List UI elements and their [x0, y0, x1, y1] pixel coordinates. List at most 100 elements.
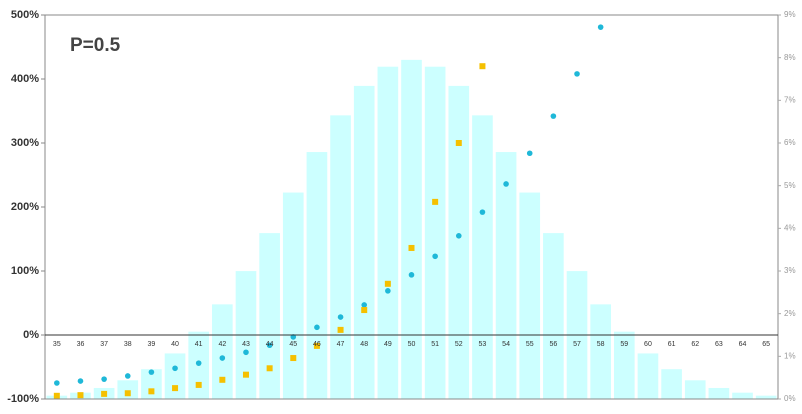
point [408, 272, 415, 278]
bar [589, 303, 612, 400]
y2-tick-label: 4% [784, 223, 796, 232]
point [290, 334, 297, 340]
x-tick-label: 52 [455, 341, 463, 348]
y2-tick-label: 7% [784, 95, 796, 104]
x-tick-label: 55 [526, 341, 534, 348]
bar [707, 386, 731, 400]
annotation: P=0.5 [70, 35, 121, 56]
x-tick-label: 56 [549, 341, 557, 348]
x-tick-label: 47 [337, 341, 345, 348]
bar [163, 352, 187, 400]
point [455, 140, 462, 146]
point [219, 355, 226, 361]
x-tick-label: 37 [100, 341, 108, 348]
x-tick-label: 51 [431, 341, 439, 348]
bar [423, 65, 447, 400]
point [314, 324, 320, 331]
point [54, 380, 60, 386]
point [479, 209, 486, 215]
point [124, 390, 131, 397]
y-tick-label: 200% [11, 201, 39, 213]
y2-tick-label: 3% [784, 266, 796, 275]
point [148, 369, 155, 375]
x-tick-label: 41 [195, 341, 203, 348]
point [432, 198, 439, 205]
point [172, 365, 178, 372]
x-tick-label: 38 [124, 341, 132, 348]
point [479, 63, 486, 70]
point [219, 376, 226, 383]
bar [305, 151, 329, 400]
x-tick-label: 39 [148, 341, 156, 348]
point [77, 378, 84, 384]
x-tick-label: 35 [53, 341, 61, 348]
y-tick-label: 100% [11, 265, 39, 277]
point [148, 388, 155, 395]
x-tick-label: 43 [242, 341, 250, 348]
point [361, 302, 368, 308]
point [361, 307, 368, 314]
point [266, 365, 273, 372]
y2-tick-label: 5% [784, 181, 796, 190]
x-tick-label: 58 [597, 341, 605, 348]
bar [683, 379, 707, 400]
y2-tick-label: 8% [784, 53, 796, 62]
point [550, 113, 557, 119]
bar [754, 394, 778, 400]
bar [376, 65, 400, 400]
bar [494, 151, 518, 400]
bar [211, 303, 234, 400]
point [124, 373, 131, 379]
bar [471, 114, 494, 400]
point [526, 150, 533, 157]
point [313, 342, 320, 349]
y-tick-label: 0% [23, 329, 39, 341]
point [53, 392, 60, 399]
point [290, 355, 297, 362]
x-tick-label: 62 [691, 341, 699, 348]
y-tick-label: 400% [11, 73, 39, 85]
point [172, 385, 179, 392]
x-tick-label: 59 [620, 341, 628, 348]
point [574, 71, 580, 77]
bar [352, 84, 376, 400]
x-tick-label: 36 [77, 341, 85, 348]
point [597, 24, 604, 30]
x-tick-label: 44 [266, 341, 274, 348]
x-tick-label: 60 [644, 341, 652, 348]
bar [636, 352, 660, 400]
x-tick-label: 53 [479, 341, 487, 348]
x-tick-label: 48 [360, 341, 368, 348]
point [385, 288, 391, 294]
point [242, 371, 249, 378]
x-tick-label: 57 [573, 341, 581, 348]
x-tick-label: 46 [313, 341, 321, 348]
y2-tick-label: 0% [784, 394, 796, 403]
bar [518, 191, 542, 400]
point [266, 342, 273, 349]
x-tick-label: 54 [502, 341, 510, 348]
x-tick-label: 49 [384, 341, 392, 348]
bars [45, 58, 778, 400]
x-tick-label: 45 [289, 341, 297, 348]
x-tick-label: 50 [408, 341, 416, 348]
y2-tick-label: 9% [784, 10, 796, 19]
bar [542, 232, 565, 400]
point [101, 376, 107, 382]
y-tick-label: 500% [11, 9, 39, 21]
bar [329, 114, 352, 400]
point [503, 181, 509, 187]
point [195, 381, 202, 388]
point [337, 314, 344, 320]
point [455, 233, 462, 239]
bar [281, 191, 305, 400]
point [432, 253, 438, 260]
y2-tick-label: 6% [784, 138, 796, 147]
point [408, 244, 415, 251]
point [337, 326, 344, 333]
bar [447, 84, 471, 400]
bar [731, 391, 754, 400]
y2-tick-label: 2% [784, 309, 796, 318]
point [77, 392, 84, 399]
